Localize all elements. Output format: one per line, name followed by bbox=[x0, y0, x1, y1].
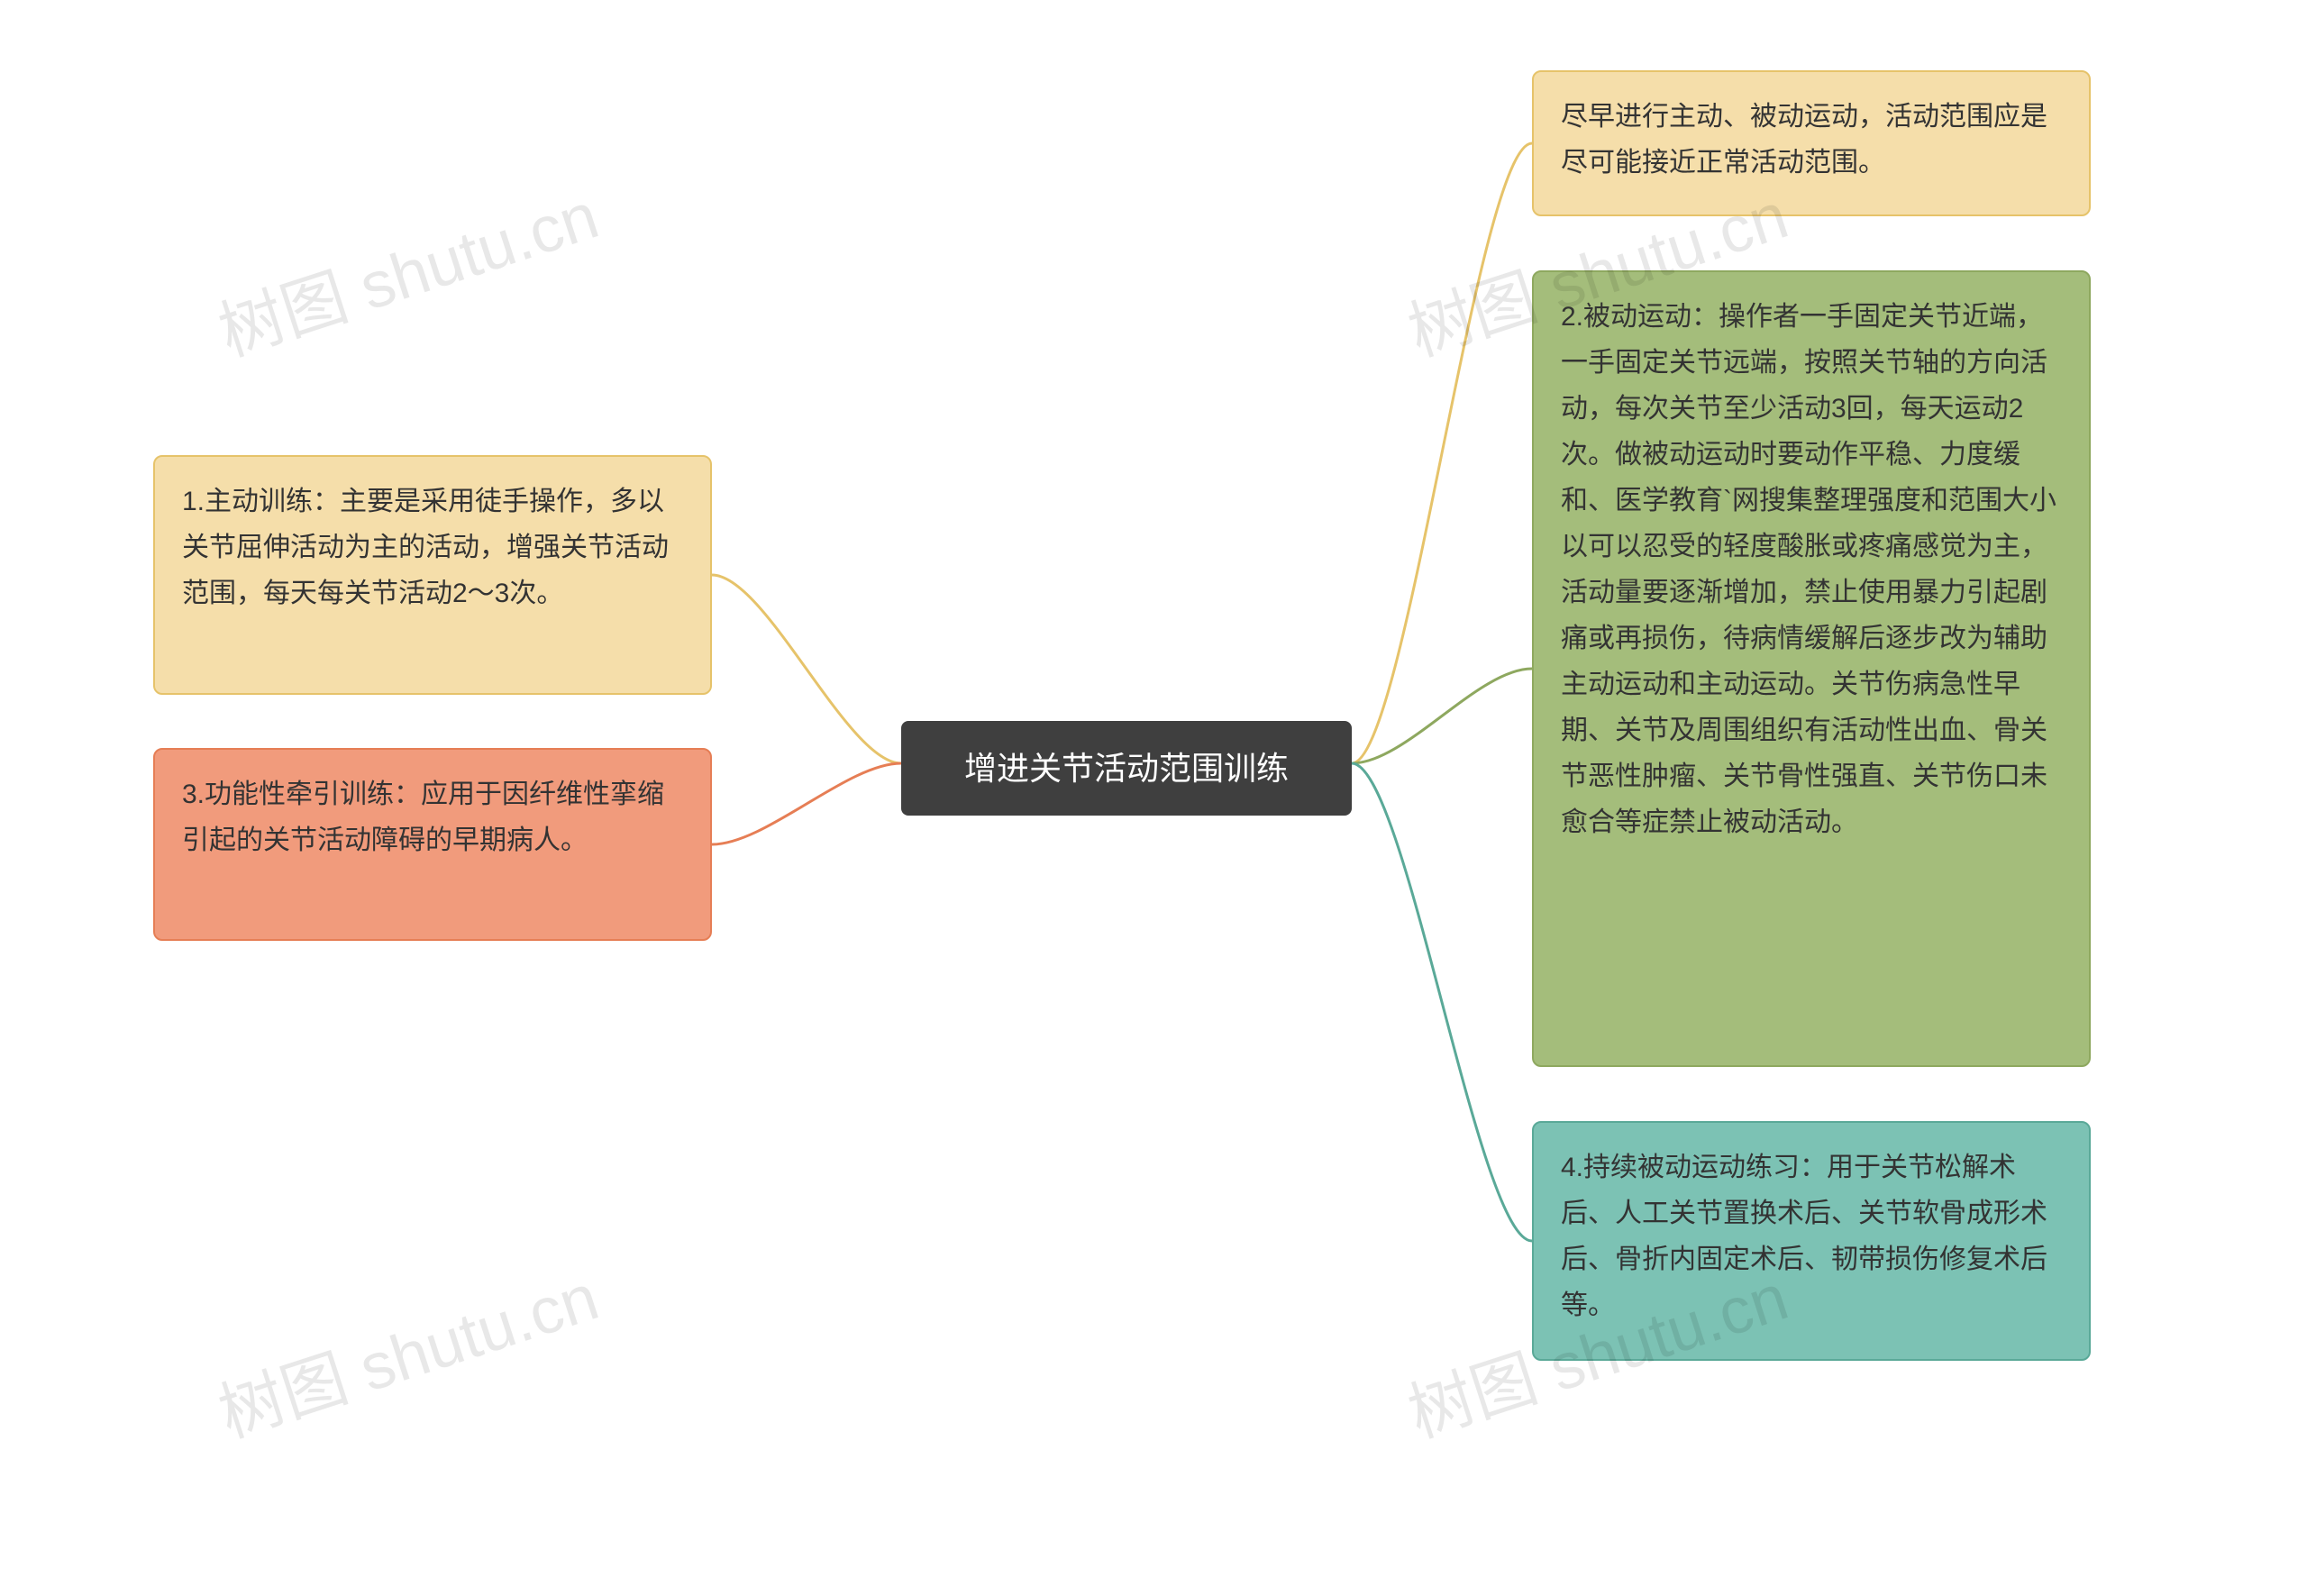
node-right-1-text: 尽早进行主动、被动运动，活动范围应是尽可能接近正常活动范围。 bbox=[1561, 102, 2047, 178]
watermark: 树图 shutu.cn bbox=[205, 1244, 608, 1455]
connector bbox=[712, 575, 901, 763]
node-left-1: 1.主动训练：主要是采用徒手操作，多以关节屈伸活动为主的活动，增强关节活动范围，… bbox=[153, 455, 712, 695]
node-right-1: 尽早进行主动、被动运动，活动范围应是尽可能接近正常活动范围。 bbox=[1532, 70, 2091, 216]
node-left-2: 3.功能性牵引训练：应用于因纤维性挛缩引起的关节活动障碍的早期病人。 bbox=[153, 748, 712, 941]
connector bbox=[712, 763, 901, 844]
node-right-3-text: 4.持续被动运动练习：用于关节松解术后、人工关节置换术后、关节软骨成形术后、骨折… bbox=[1561, 1153, 2047, 1320]
node-right-2: 2.被动运动：操作者一手固定关节近端，一手固定关节远端，按照关节轴的方向活动，每… bbox=[1532, 270, 2091, 1067]
central-text: 增进关节活动范围训练 bbox=[964, 741, 1289, 796]
mindmap-canvas: 增进关节活动范围训练 1.主动训练：主要是采用徒手操作，多以关节屈伸活动为主的活… bbox=[0, 0, 2307, 1596]
node-right-3: 4.持续被动运动练习：用于关节松解术后、人工关节置换术后、关节软骨成形术后、骨折… bbox=[1532, 1121, 2091, 1361]
connector bbox=[1352, 763, 1532, 1241]
connector bbox=[1352, 669, 1532, 763]
connector bbox=[1352, 143, 1532, 763]
central-node: 增进关节活动范围训练 bbox=[901, 721, 1352, 816]
watermark: 树图 shutu.cn bbox=[205, 162, 608, 374]
node-right-2-text: 2.被动运动：操作者一手固定关节近端，一手固定关节远端，按照关节轴的方向活动，每… bbox=[1561, 302, 2056, 837]
node-left-2-text: 3.功能性牵引训练：应用于因纤维性挛缩引起的关节活动障碍的早期病人。 bbox=[182, 780, 664, 855]
node-left-1-text: 1.主动训练：主要是采用徒手操作，多以关节屈伸活动为主的活动，增强关节活动范围，… bbox=[182, 487, 669, 608]
